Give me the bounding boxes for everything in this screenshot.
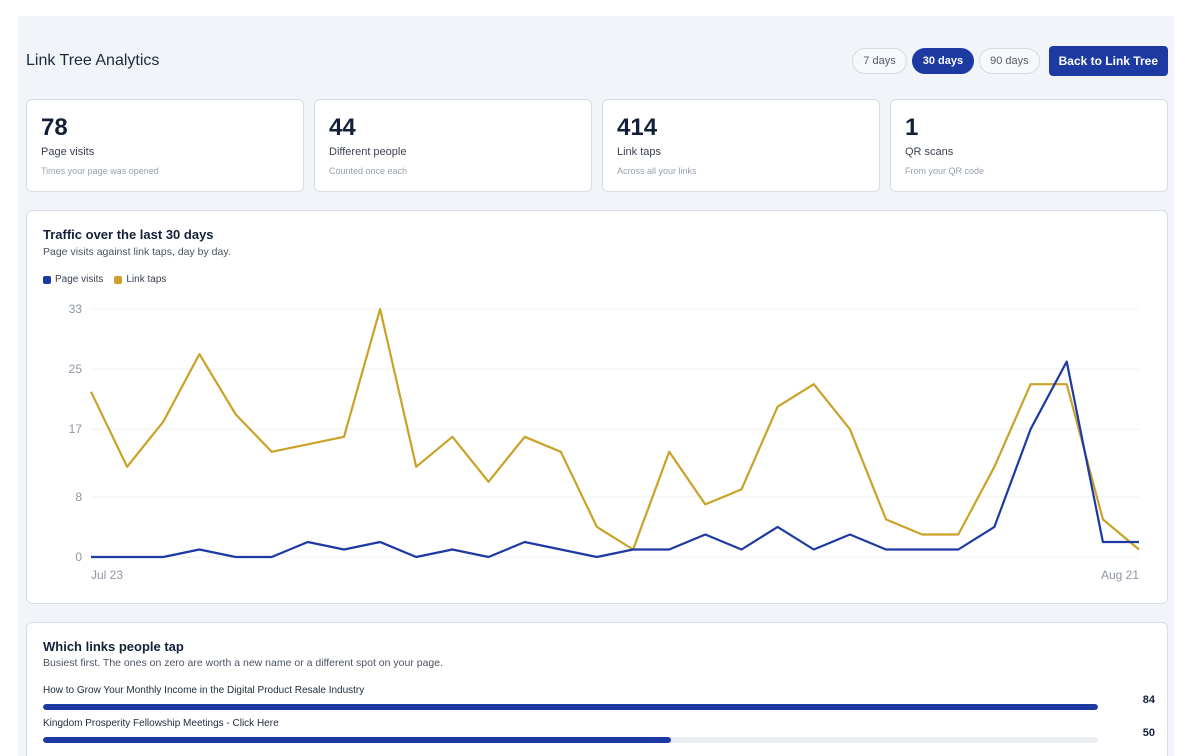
stat-label: Page visits <box>41 146 95 158</box>
y-tick-label: 25 <box>69 362 83 376</box>
stat-label: Link taps <box>617 146 662 158</box>
range-30-days-button[interactable]: 30 days <box>911 48 975 74</box>
y-tick-label: 33 <box>69 302 83 316</box>
legend-item-page-visits: Page visits <box>43 274 103 285</box>
traffic-title: Traffic over the last 30 days <box>43 227 214 242</box>
stat-card-link-taps: 414 Link taps Across all your links <box>602 99 880 192</box>
y-tick-label: 17 <box>69 422 83 436</box>
link-bar-fill <box>43 704 1098 710</box>
stat-card-different-people: 44 Different people Counted once each <box>314 99 592 192</box>
link-count: 84 <box>1142 694 1155 706</box>
link-bar-fill <box>43 737 671 743</box>
stat-description: Times your page was opened <box>41 166 159 176</box>
chart-legend: Page visits Link taps <box>43 274 177 285</box>
links-subtitle: Busiest first. The ones on zero are wort… <box>43 657 444 669</box>
legend-item-link-taps: Link taps <box>114 274 166 285</box>
stats-row: 78 Page visits Times your page was opene… <box>26 99 1168 192</box>
stat-value: 44 <box>329 114 356 141</box>
link-row[interactable]: How to Grow Your Monthly Income in the D… <box>43 685 1155 713</box>
links-title: Which links people tap <box>43 639 184 654</box>
link-bar-track <box>43 704 1098 710</box>
legend-label: Link taps <box>126 274 167 285</box>
link-label: Kingdom Prosperity Fellowship Meetings -… <box>43 718 279 729</box>
series-line-page-visits <box>91 360 1139 559</box>
traffic-card: 0 8 17 25 33 Jul 23 Aug 21 Traffic over the la… <box>26 210 1168 604</box>
analytics-panel: Link Tree Analytics 7 days 30 days 90 da… <box>18 16 1174 756</box>
back-to-link-tree-button[interactable]: Back to Link Tree <box>1048 46 1168 76</box>
stat-card-page-visits: 78 Page visits Times your page was opene… <box>26 99 304 192</box>
y-tick-label: 0 <box>75 550 82 564</box>
stat-label: Different people <box>329 146 407 158</box>
x-tick-label: Jul 23 <box>91 568 123 582</box>
range-selector: 7 days 30 days 90 days Back to Link Tree <box>852 46 1168 76</box>
stat-description: Counted once each <box>329 166 408 176</box>
stat-card-qr-scans: 1 QR scans From your QR code <box>890 99 1168 192</box>
link-count: 50 <box>1142 727 1155 739</box>
traffic-chart: 0 8 17 25 33 Jul 23 Aug 21 <box>69 302 1140 582</box>
link-label: How to Grow Your Monthly Income in the D… <box>43 685 365 696</box>
series-line-link-taps <box>90 307 1140 551</box>
links-card: Which links people tap Busiest first. Th… <box>26 622 1168 756</box>
link-bar-track <box>43 737 1098 743</box>
stat-value: 78 <box>41 114 68 141</box>
range-90-days-button[interactable]: 90 days <box>979 48 1040 74</box>
y-tick-label: 8 <box>75 490 82 504</box>
range-7-days-button[interactable]: 7 days <box>852 48 907 74</box>
stat-label: QR scans <box>905 146 954 158</box>
stat-value: 1 <box>905 114 919 141</box>
stat-value: 414 <box>617 114 658 141</box>
stat-description: From your QR code <box>905 166 985 176</box>
page-title: Link Tree Analytics <box>26 52 160 69</box>
page-header: Link Tree Analytics 7 days 30 days 90 da… <box>26 44 1168 78</box>
stat-description: Across all your links <box>617 166 697 176</box>
traffic-subtitle: Page visits against link taps, day by da… <box>43 246 231 258</box>
legend-swatch-link-taps <box>114 275 123 284</box>
legend-label: Page visits <box>55 274 104 285</box>
legend-swatch-page-visits <box>43 275 51 284</box>
link-row[interactable]: Kingdom Prosperity Fellowship Meetings -… <box>43 718 1155 746</box>
x-tick-label: Aug 21 <box>1101 568 1139 582</box>
